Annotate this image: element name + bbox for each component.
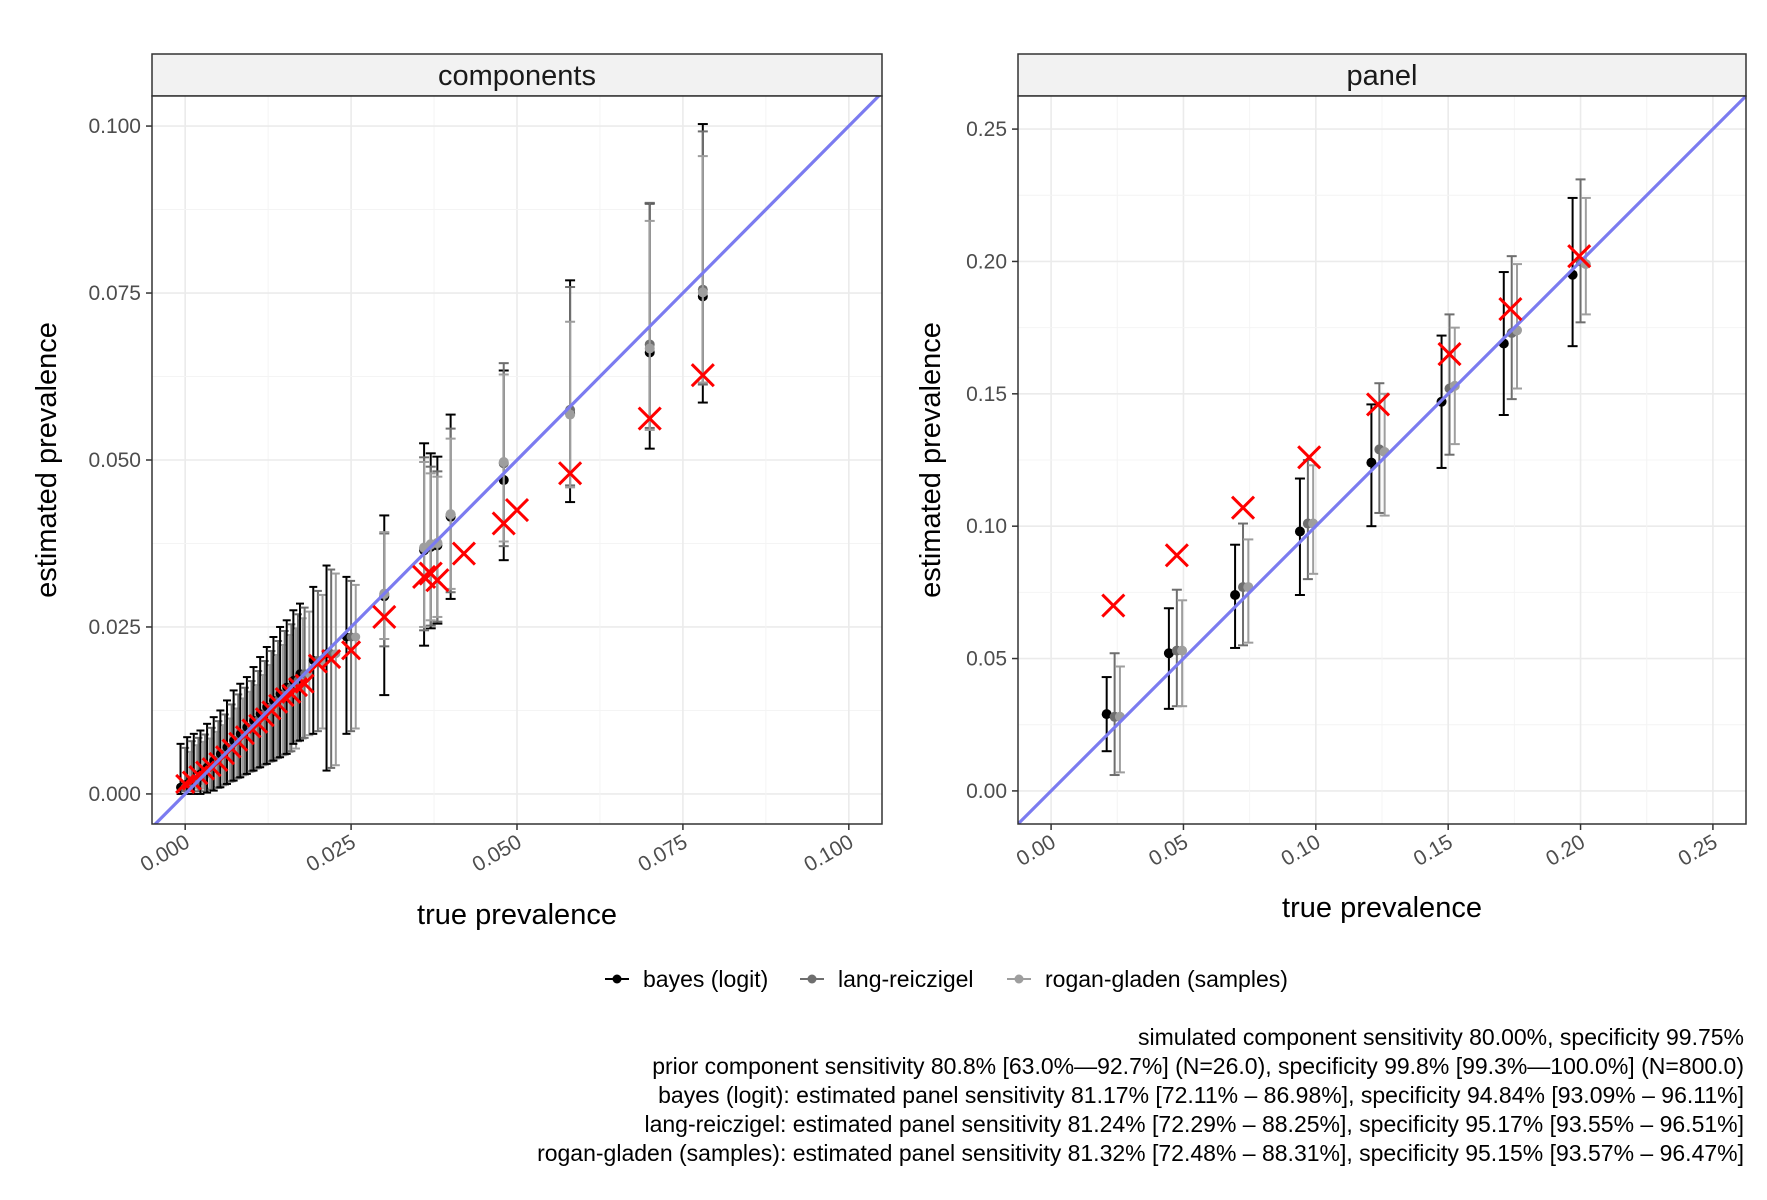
- plot-area-components: [153, 96, 881, 824]
- observed-marker-panel: [1297, 445, 1322, 470]
- observed-marker-components: [451, 541, 476, 566]
- observed-marker-components: [504, 498, 530, 523]
- dense-observed-marker: [294, 673, 315, 694]
- dense-point: [351, 632, 361, 642]
- y-tick-label-panel: 0.15: [966, 383, 1007, 406]
- x-tick-label-panel: 0.15: [1410, 830, 1457, 870]
- point-panel: [1101, 709, 1112, 720]
- dense-observed-marker: [321, 648, 342, 670]
- legend: bayes (logit) lang-reiczigel rogan-glade…: [605, 966, 1288, 992]
- legend-item-lang-reiczigel: lang-reiczigel: [800, 966, 974, 992]
- point-components: [498, 457, 509, 468]
- ticks-panel: 0.00 0.05 0.10 0.15 0.20 0.25 0.00 0.05 0.10 0.15…: [966, 118, 1721, 871]
- x-tick-label-components: 0.000: [137, 830, 194, 876]
- point-panel: [1366, 457, 1377, 468]
- strip-background-components: [151, 53, 883, 97]
- y-tick-label-panel: 0.00: [966, 780, 1007, 803]
- observed-marker-components: [372, 604, 397, 630]
- observed-marker-panel: [1567, 244, 1592, 269]
- plot-clip-components: [153, 96, 881, 824]
- observed-marker-panel: [1164, 543, 1189, 568]
- y-tick-label-panel: 0.10: [966, 515, 1007, 538]
- facet-panel: panel 0.000.050.100.150.200.250.00 0.05 0.…: [915, 53, 1747, 924]
- y-tick-label-components: 0.100: [88, 115, 141, 138]
- observed-marker-panel: [1437, 342, 1462, 367]
- caption: simulated component sensitivity 80.00%, …: [537, 1024, 1744, 1166]
- legend-key-point-bayes: [612, 974, 622, 984]
- plot-clip-panel: [1018, 96, 1746, 824]
- point-panel: [1163, 648, 1174, 659]
- caption-line-5: rogan-gladen (samples): estimated panel …: [537, 1140, 1744, 1166]
- y-tick-label-components: 0.050: [88, 449, 141, 472]
- observed-marker-panel: [1230, 495, 1256, 520]
- identity-line-components: [153, 96, 881, 824]
- observed-marker-panel: [1498, 297, 1523, 322]
- strip-label-components: components: [438, 60, 596, 92]
- y-axis-title-components: estimated prevalence: [31, 322, 63, 598]
- panel-border-panel: [1017, 95, 1747, 825]
- y-axis-title-panel: estimated prevalence: [915, 322, 947, 598]
- legend-label-lang-reiczigel: lang-reiczigel: [838, 966, 974, 992]
- point-panel: [1230, 590, 1241, 601]
- x-tick-label-panel: 0.10: [1277, 830, 1324, 870]
- point-panel: [1294, 526, 1305, 537]
- legend-label-rogan-gladen: rogan-gladen (samples): [1045, 966, 1288, 992]
- caption-line-4: lang-reiczigel: estimated panel sensitiv…: [644, 1111, 1744, 1137]
- observed-marker-panel: [1365, 392, 1391, 417]
- x-tick-label-panel: 0.25: [1675, 830, 1722, 870]
- point-components: [445, 509, 456, 520]
- x-tick-label-panel: 0.00: [1013, 830, 1060, 870]
- x-tick-label-components: 0.100: [800, 830, 857, 876]
- x-axis-title-panel: true prevalence: [1282, 892, 1482, 924]
- observed-marker-components: [690, 363, 715, 388]
- strip-label-panel: panel: [1347, 60, 1418, 92]
- legend-label-bayes: bayes (logit): [643, 966, 768, 992]
- x-tick-label-panel: 0.20: [1542, 830, 1589, 870]
- plot-area-panel: [1018, 96, 1746, 824]
- legend-key-point-rogan-gladen: [1014, 974, 1024, 984]
- x-tick-label-components: 0.050: [468, 830, 525, 876]
- x-tick-label-panel: 0.05: [1145, 830, 1192, 870]
- x-axis-title-components: true prevalence: [417, 899, 617, 931]
- point-components: [432, 537, 443, 548]
- observed-marker-panel: [1101, 593, 1126, 618]
- point-components: [697, 287, 708, 298]
- dense-observed-marker: [307, 653, 328, 674]
- point-panel: [1177, 645, 1188, 656]
- observed-marker-components: [425, 568, 450, 593]
- y-tick-label-components: 0.000: [88, 783, 141, 806]
- y-tick-label-panel: 0.20: [966, 250, 1007, 273]
- observed-marker-components: [558, 461, 583, 486]
- y-tick-label-panel: 0.25: [966, 118, 1007, 141]
- point-components: [644, 343, 655, 354]
- y-tick-label-components: 0.075: [88, 282, 141, 305]
- dense-observed-marker: [341, 640, 362, 661]
- y-tick-label-components: 0.025: [88, 616, 141, 639]
- caption-line-1: simulated component sensitivity 80.00%, …: [1138, 1024, 1744, 1050]
- x-tick-label-components: 0.025: [303, 830, 360, 876]
- point-components: [565, 409, 576, 420]
- observed-marker-components: [412, 564, 437, 589]
- caption-line-3: bayes (logit): estimated panel sensitivi…: [658, 1082, 1744, 1108]
- identity-line-panel: [1018, 96, 1746, 824]
- x-tick-label-components: 0.075: [634, 830, 691, 876]
- caption-line-2: prior component sensitivity 80.8% [63.0%…: [652, 1053, 1744, 1079]
- y-tick-label-panel: 0.05: [966, 648, 1007, 671]
- facet-components: components 0.000 0.025 0.050 0.075 0.100 0.00…: [31, 53, 883, 931]
- observed-marker-components: [637, 406, 662, 431]
- legend-item-rogan-gladen: rogan-gladen (samples): [1007, 966, 1288, 992]
- legend-key-point-lang-reiczigel: [807, 974, 817, 984]
- legend-item-bayes: bayes (logit): [605, 966, 768, 992]
